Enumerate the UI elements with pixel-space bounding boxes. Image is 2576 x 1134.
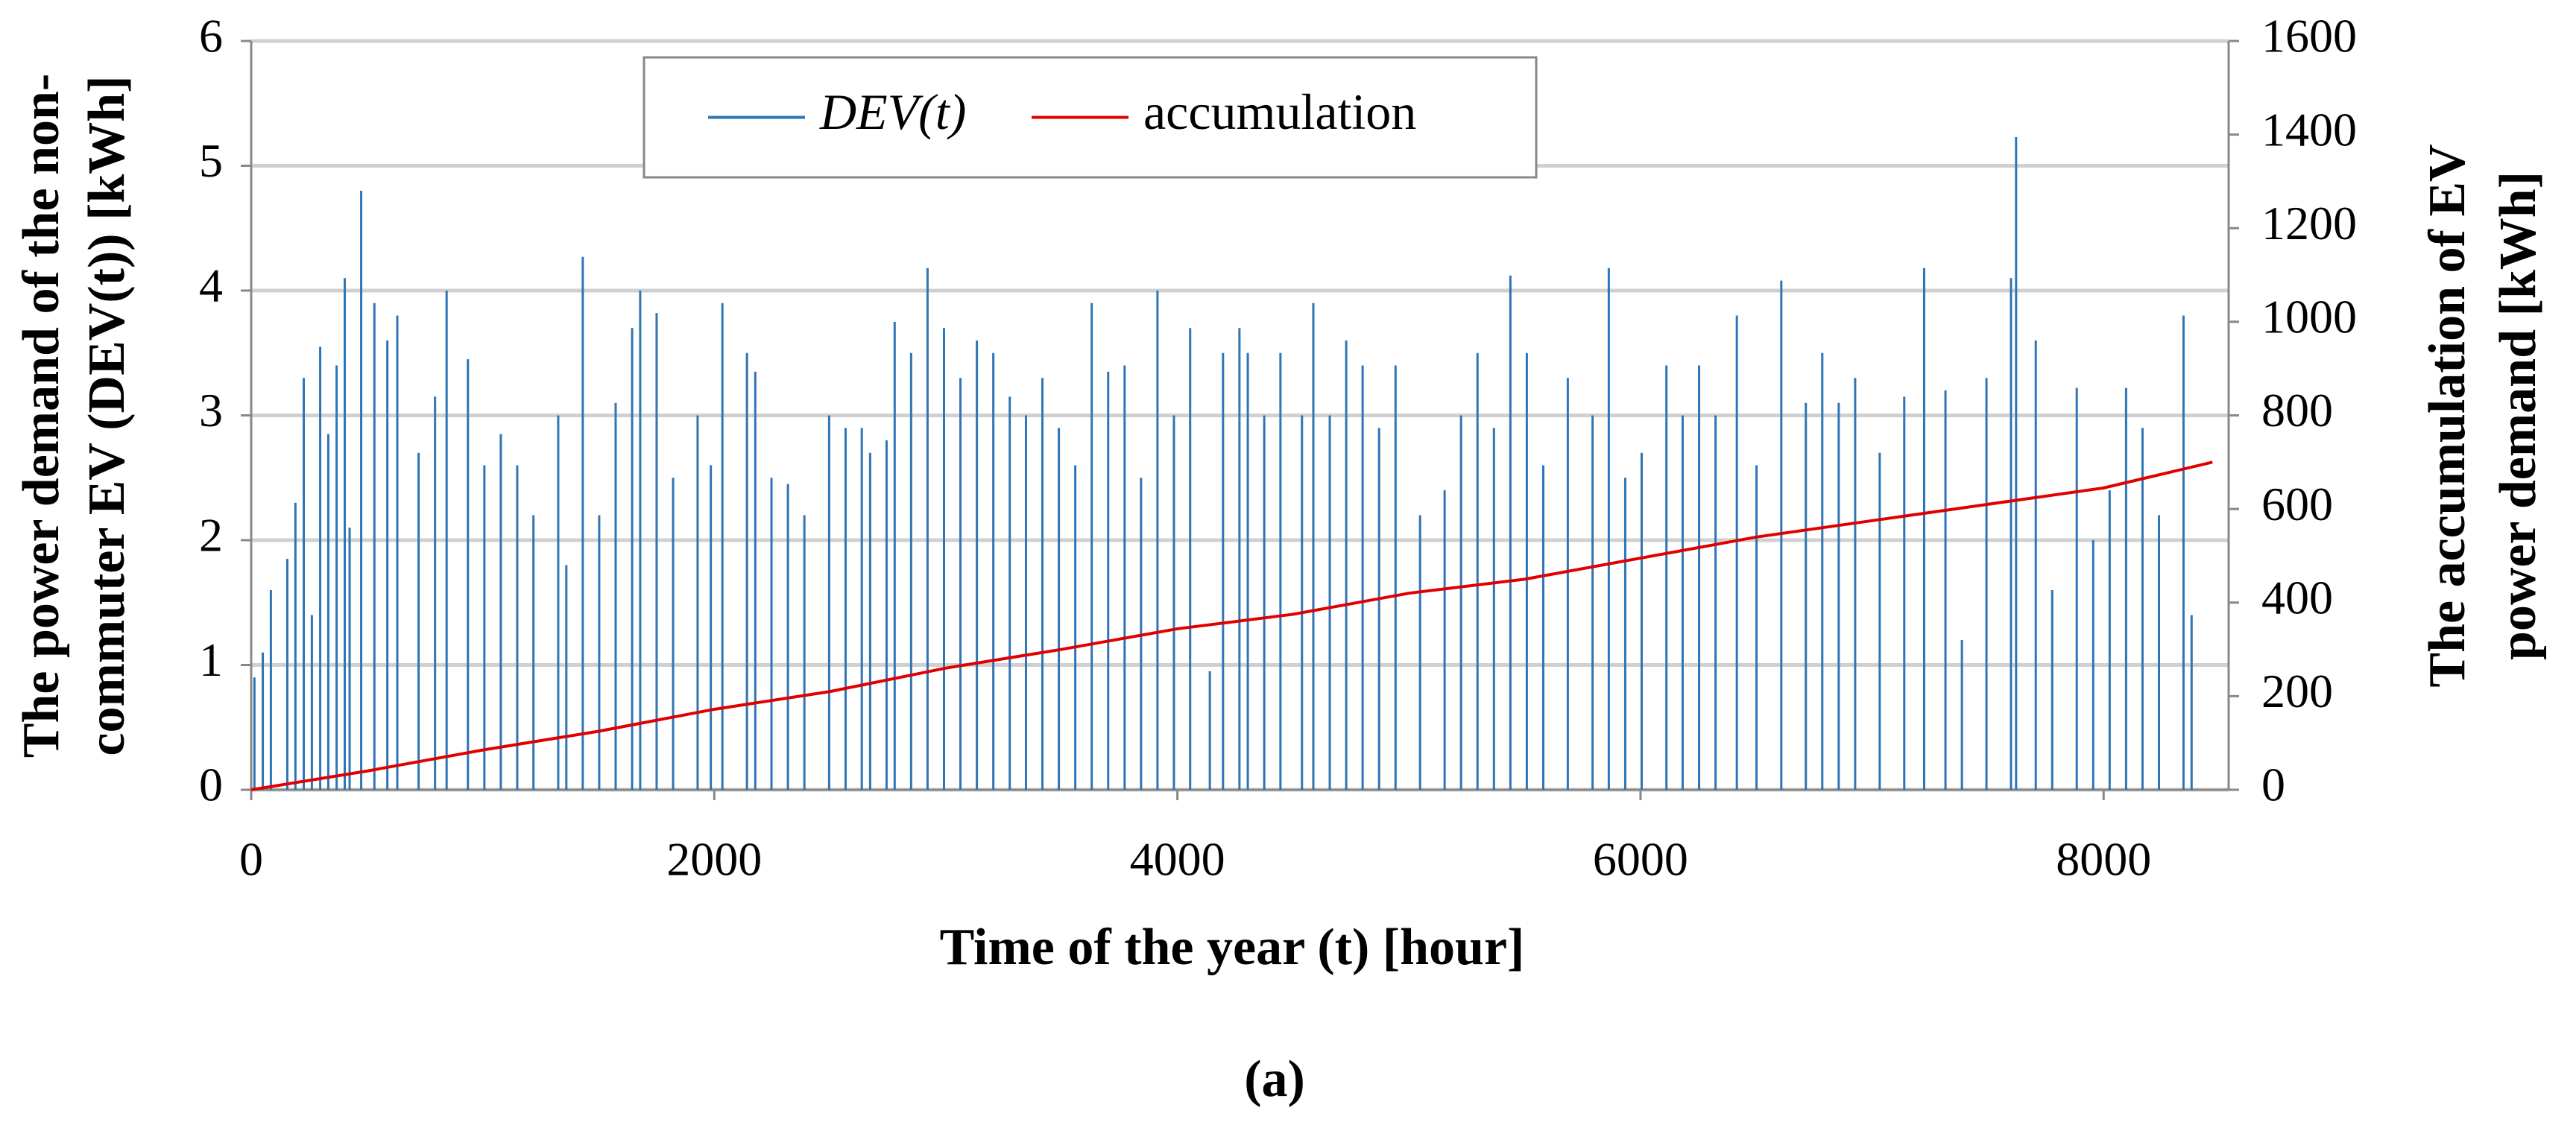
y-tick-label: 1 — [199, 633, 223, 686]
x-tick-label: 6000 — [1593, 833, 1688, 886]
y2-tick-label: 200 — [2261, 665, 2333, 718]
y-axis-title: The power demand of the non- commuter EV… — [13, 74, 136, 758]
y2-tick-label: 600 — [2261, 478, 2333, 530]
y2-axis-title: The accumulation of EV power demand [kWh… — [2419, 144, 2547, 687]
y2-tick-label: 1000 — [2261, 291, 2357, 343]
y-tick-label: 5 — [199, 134, 223, 187]
accumulation-line — [250, 460, 2213, 791]
y2-tick-label: 1400 — [2261, 103, 2357, 156]
caption: (a) — [1244, 1051, 1305, 1108]
y-tick-label: 0 — [199, 758, 223, 811]
y-tick-label: 3 — [199, 384, 223, 437]
x-tick-label: 8000 — [2056, 833, 2151, 886]
y2-tick-label: 800 — [2261, 384, 2333, 437]
y-tick-label: 6 — [199, 10, 223, 63]
legend: DEV(t) accumulation — [643, 56, 1538, 179]
y2-tick-label: 400 — [2261, 571, 2333, 624]
y-tick-label: 2 — [199, 509, 223, 562]
legend-label: accumulation — [1143, 83, 1416, 140]
x-tick-label: 2000 — [666, 833, 762, 886]
y-axis-title-line: commuter EV (DEV(t)) [kWh] — [78, 75, 136, 756]
y2-tick-label: 0 — [2261, 758, 2285, 811]
x-tick-label: 4000 — [1130, 833, 1225, 886]
y2-axis-title-line: power demand [kWh] — [2490, 171, 2547, 660]
y-axis-title-line: The power demand of the non- — [13, 74, 70, 758]
y2-tick-label: 1600 — [2261, 10, 2357, 63]
x-tick-label: 0 — [239, 833, 263, 886]
y2-tick-label: 1200 — [2261, 197, 2357, 250]
legend-label: DEV(t) — [819, 83, 966, 140]
x-axis-title: Time of the year (t) [hour] — [940, 919, 1525, 976]
y2-axis-title-line: The accumulation of EV — [2419, 144, 2476, 687]
y-tick-label: 4 — [199, 259, 223, 312]
